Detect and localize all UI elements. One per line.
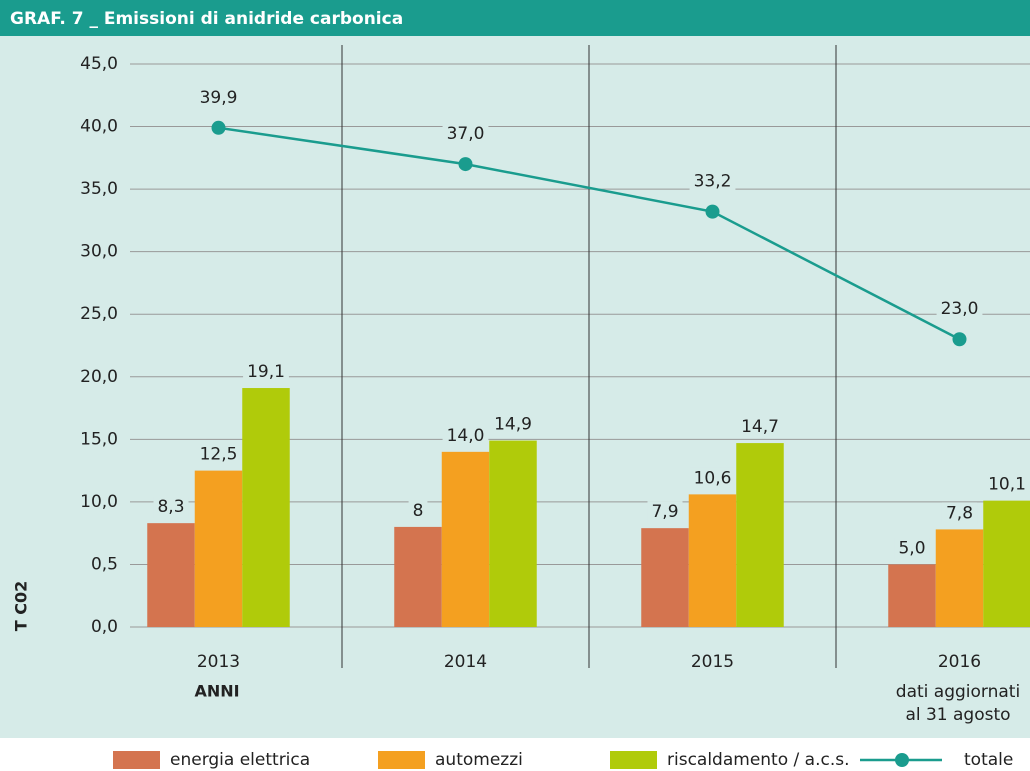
y-tick-label: 0,5 <box>91 554 118 574</box>
bar <box>688 494 737 627</box>
value-label: 7,8 <box>946 503 973 523</box>
label-background <box>490 413 536 436</box>
line-point <box>952 332 967 347</box>
label-background <box>894 537 930 560</box>
value-label: 10,6 <box>694 468 732 488</box>
value-label: 14,0 <box>447 426 485 446</box>
value-label: 7,9 <box>651 502 678 522</box>
legend-label: riscaldamento / a.c.s. <box>667 750 850 770</box>
legend-label: energia elettrica <box>170 750 310 770</box>
legend-swatch <box>610 751 657 769</box>
legend-swatch <box>378 751 425 769</box>
bar <box>194 470 243 627</box>
line-point <box>705 204 720 219</box>
label-background <box>689 170 736 193</box>
value-label: 10,1 <box>988 475 1026 495</box>
label-background <box>408 499 428 522</box>
note: al 31 agosto <box>905 705 1010 725</box>
y-tick-label: 45,0 <box>80 54 118 74</box>
y-tick-label: 40,0 <box>80 117 118 137</box>
plot-background <box>0 36 1030 738</box>
label-background <box>647 501 683 524</box>
y-tick-label: 30,0 <box>80 242 118 262</box>
value-label: 33,2 <box>694 172 732 192</box>
label-background <box>442 424 489 447</box>
label-background <box>195 86 242 109</box>
y-tick-label: 0,0 <box>91 617 118 637</box>
y-tick-label: 35,0 <box>80 179 118 199</box>
header-bar <box>0 0 1030 36</box>
label-background <box>442 123 489 146</box>
label-background <box>936 298 983 321</box>
value-label: 14,9 <box>494 415 532 435</box>
x-axis-label: ANNI <box>194 682 239 701</box>
bar <box>888 564 936 627</box>
value-label: 14,7 <box>741 417 779 437</box>
value-label: 39,9 <box>200 88 238 108</box>
bar <box>736 443 784 627</box>
line-point <box>458 157 473 172</box>
value-label: 37,0 <box>447 124 485 144</box>
x-tick-label: 2013 <box>197 652 240 672</box>
bar <box>242 388 290 627</box>
label-background <box>243 361 289 384</box>
y-tick-label: 25,0 <box>80 304 118 324</box>
label-background <box>941 502 978 525</box>
value-label: 8,3 <box>157 497 184 517</box>
x-tick-label: 2016 <box>938 652 981 672</box>
value-label: 8 <box>413 501 424 521</box>
label-background <box>195 443 242 466</box>
label-background <box>984 473 1030 496</box>
bar <box>983 500 1030 627</box>
bar <box>935 529 984 627</box>
x-tick-label: 2015 <box>691 652 734 672</box>
bar <box>641 528 689 627</box>
chart-title: GRAF. 7 _ Emissioni di anidride carbonic… <box>10 9 403 29</box>
value-label: 5,0 <box>898 538 925 558</box>
legend-label: totale <box>964 750 1013 770</box>
y-axis-label: T C02 <box>12 581 31 632</box>
bar <box>489 440 537 627</box>
label-background <box>737 416 783 439</box>
line-point <box>211 120 226 135</box>
bar <box>394 526 442 627</box>
legend-label: automezzi <box>435 750 523 770</box>
y-tick-label: 20,0 <box>80 367 118 387</box>
line <box>218 126 961 341</box>
bar <box>441 451 490 627</box>
x-tick-label: 2014 <box>444 652 487 672</box>
value-label: 19,1 <box>247 362 285 382</box>
label-background <box>153 496 189 519</box>
legend-marker <box>895 753 909 767</box>
label-background <box>689 467 736 490</box>
y-tick-label: 15,0 <box>80 429 118 449</box>
value-label: 12,5 <box>200 445 238 465</box>
bar <box>147 523 195 627</box>
note: dati aggiornati <box>896 682 1020 702</box>
value-label: 23,0 <box>941 299 979 319</box>
y-tick-label: 10,0 <box>80 492 118 512</box>
legend-swatch <box>113 751 160 769</box>
